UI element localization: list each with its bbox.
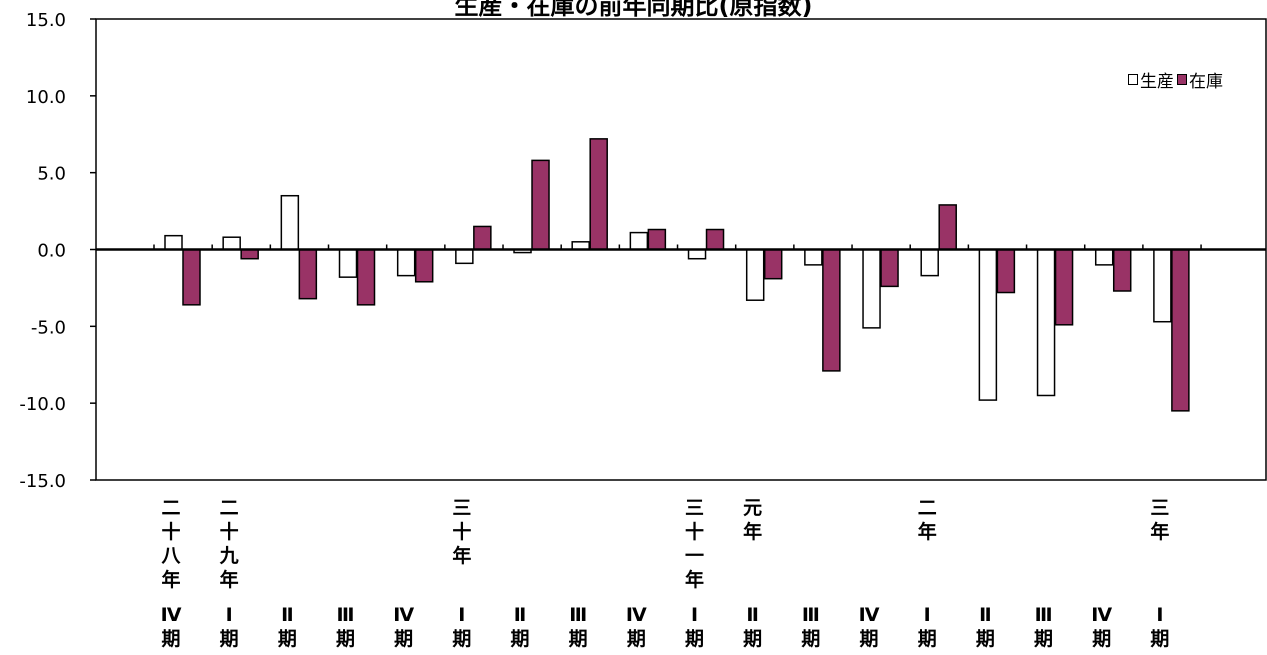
y-tick-label: 5.0 [37,164,66,185]
bar-production [920,248,939,277]
bar-inventory [647,228,667,251]
bar-production [978,248,998,401]
bar-inventory [1171,248,1190,412]
bar-production [338,248,358,278]
y-tick-label: -10.0 [19,394,66,415]
bar-inventory [938,204,957,251]
bar-inventory [240,248,259,260]
bar-inventory [182,248,201,306]
legend-item-production: 生産 [1128,67,1174,92]
bar-production [1036,248,1056,397]
chart-title: 生産・在庫の前年同期比(原指数) [454,0,813,20]
bar-production [1094,248,1114,266]
bar-production [1153,248,1172,323]
y-tick-label: -15.0 [19,471,66,492]
y-tick-label: 10.0 [26,87,66,108]
bar-inventory [822,248,841,372]
bar-production [862,248,881,329]
legend-swatch-production [1128,74,1138,85]
bar-inventory [473,225,492,251]
legend-item-inventory: 在庫 [1177,67,1223,92]
bar-production [222,236,241,251]
x-category-year-label: 二十九年 [219,497,239,591]
bar-inventory [589,138,608,251]
bar-inventory [356,248,376,306]
bar-production [804,248,823,266]
y-tick-label: 15.0 [26,10,66,31]
bar-production [455,248,474,265]
bar-inventory [1112,248,1132,292]
bar-production [629,231,649,251]
bar-production [396,248,416,277]
legend-swatch-inventory [1177,74,1187,85]
x-category-year-label: 三年 [1150,497,1170,543]
y-tick-label: -5.0 [31,317,66,338]
bar-inventory [1054,248,1074,326]
bar-production [164,234,183,251]
x-category-year-label: 三十一年 [685,497,705,591]
x-category-year-label: 二年 [917,497,937,543]
bar-inventory [880,248,899,288]
x-category-year-label: 二十八年 [161,497,181,591]
x-category-year-label: 元年 [743,497,763,543]
bar-production [745,248,765,301]
legend-label-inventory: 在庫 [1189,72,1223,92]
bar-inventory [298,248,318,300]
bar-inventory [531,159,550,251]
y-tick-label: 0.0 [37,241,66,262]
bar-inventory [414,248,434,283]
legend: 生産 在庫 [1128,67,1226,92]
bar-inventory [996,248,1016,294]
bar-production [687,248,707,260]
bar-inventory [705,228,725,251]
bar-production [280,194,300,251]
bar-inventory [763,248,783,280]
x-category-year-label: 三十年 [452,497,472,567]
legend-label-production: 生産 [1140,72,1174,92]
